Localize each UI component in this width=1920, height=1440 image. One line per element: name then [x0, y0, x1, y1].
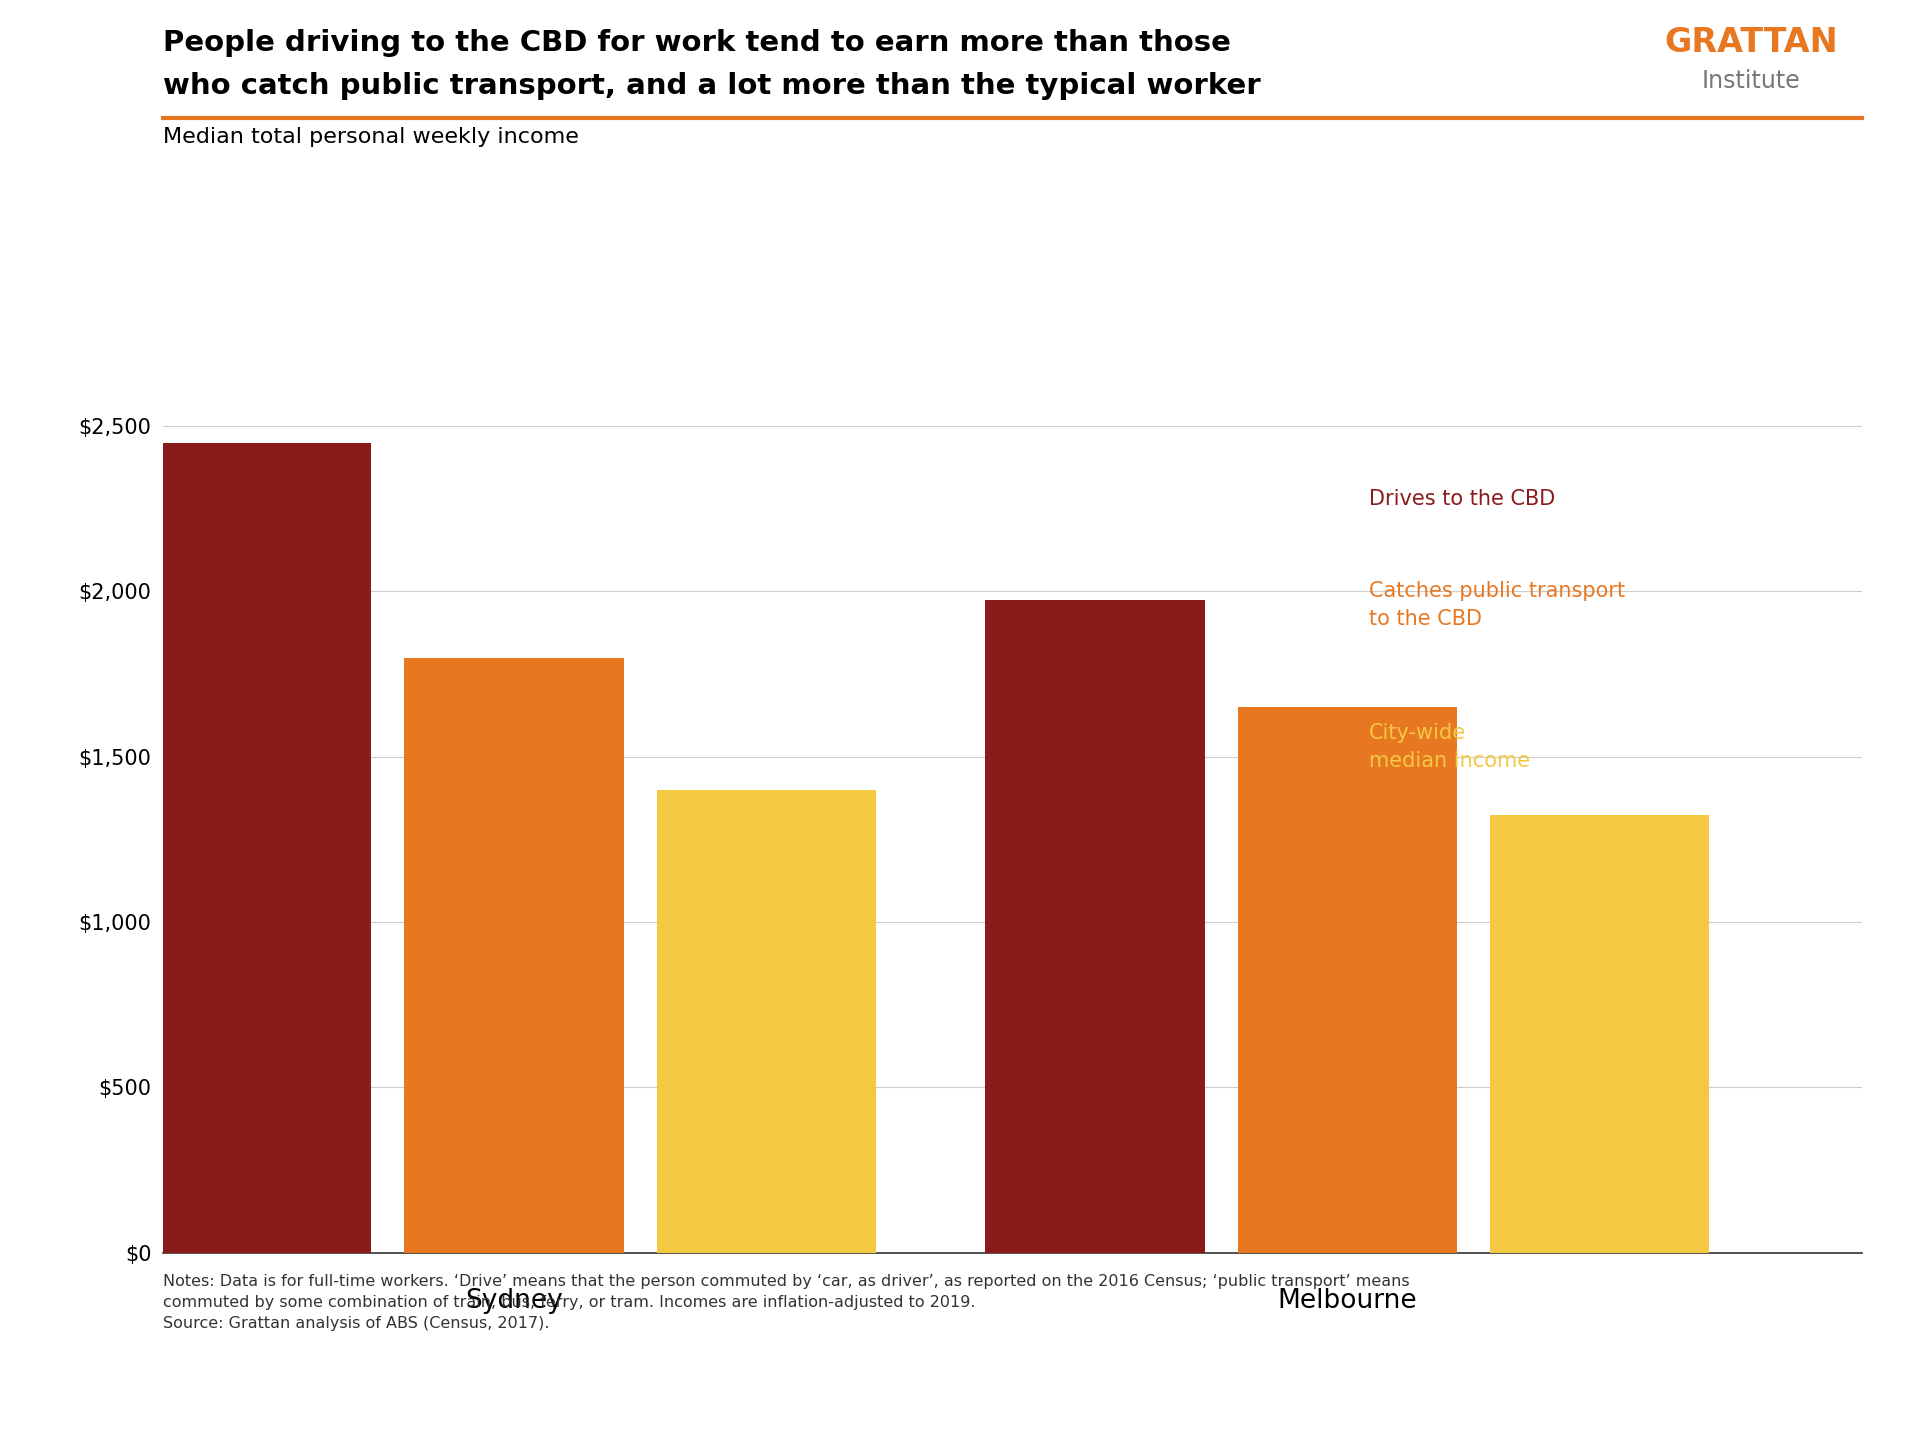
Text: Notes: Data is for full-time workers. ‘Drive’ means that the person commuted by : Notes: Data is for full-time workers. ‘D…: [163, 1274, 1409, 1332]
Text: Sydney: Sydney: [465, 1287, 563, 1313]
Text: Median total personal weekly income: Median total personal weekly income: [163, 127, 580, 147]
Text: City-wide
median income: City-wide median income: [1369, 723, 1530, 770]
Bar: [405, 658, 624, 1253]
Text: Catches public transport
to the CBD: Catches public transport to the CBD: [1369, 580, 1624, 629]
Text: Drives to the CBD: Drives to the CBD: [1369, 490, 1555, 508]
Text: Melbourne: Melbourne: [1277, 1287, 1417, 1313]
Bar: [657, 791, 876, 1253]
Bar: [1238, 707, 1457, 1253]
Text: GRATTAN: GRATTAN: [1665, 26, 1837, 59]
Bar: [152, 442, 371, 1253]
Text: who catch public transport, and a lot more than the typical worker: who catch public transport, and a lot mo…: [163, 72, 1261, 99]
Text: People driving to the CBD for work tend to earn more than those: People driving to the CBD for work tend …: [163, 29, 1231, 56]
Bar: [1490, 815, 1709, 1253]
Text: Institute: Institute: [1701, 69, 1801, 94]
Bar: [985, 599, 1204, 1253]
